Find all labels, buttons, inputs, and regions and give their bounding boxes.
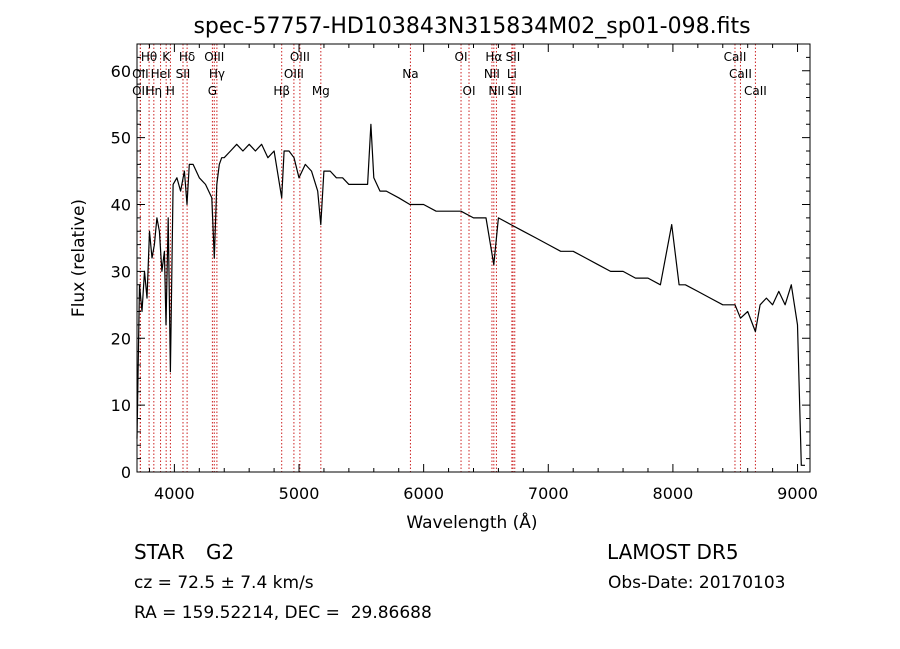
object-class: STAR xyxy=(134,540,185,564)
x-tick-label: 7000 xyxy=(528,484,569,503)
line-label: Hη xyxy=(146,84,163,98)
line-label: G xyxy=(208,84,217,98)
line-label: Hθ xyxy=(141,50,157,64)
line-label: Hδ xyxy=(179,50,195,64)
x-tick-label: 8000 xyxy=(653,484,694,503)
line-label: Mg xyxy=(312,84,330,98)
line-label: SII xyxy=(506,50,521,64)
line-label: SII xyxy=(176,67,191,81)
x-tick-label: 6000 xyxy=(403,484,444,503)
survey-name: LAMOST DR5 xyxy=(607,540,739,564)
line-label: Hγ xyxy=(209,67,225,81)
line-label: Li xyxy=(507,67,517,81)
line-label: K xyxy=(162,50,171,64)
redshift-cz: cz = 72.5 ± 7.4 km/s xyxy=(134,573,314,593)
spectrum-line-0 xyxy=(136,123,805,466)
line-label: H xyxy=(166,84,175,98)
y-axis-label: Flux (relative) xyxy=(69,199,89,317)
line-label: OII xyxy=(132,67,149,81)
line-label: CaII xyxy=(724,50,747,64)
y-tick-label: 0 xyxy=(121,463,131,482)
x-tick-label: 4000 xyxy=(154,484,195,503)
x-axis-ticks: 4000 5000 6000 7000 8000 9000 xyxy=(148,44,818,503)
y-axis-ticks: 0 10 20 30 40 50 60 xyxy=(111,56,810,482)
line-label: NII xyxy=(488,84,504,98)
line-label: Na xyxy=(402,67,418,81)
line-label: OIII xyxy=(204,50,224,64)
x-axis-label: Wavelength (Å) xyxy=(406,511,537,533)
plot-frame xyxy=(136,43,811,473)
x-tick-label: 9000 xyxy=(777,484,818,503)
y-tick-label: 40 xyxy=(111,196,131,215)
y-tick-label: 50 xyxy=(111,129,131,148)
chart-title: spec-57757-HD103843N315834M02_sp01-098.f… xyxy=(193,14,750,39)
line-label: Hα xyxy=(485,50,502,64)
spectrum-group xyxy=(136,123,805,466)
coordinates: RA = 159.52214, DEC = 29.86688 xyxy=(134,603,432,623)
line-label: HeI xyxy=(151,67,171,81)
observation-date: Obs-Date: 20170103 xyxy=(608,573,786,593)
y-tick-label: 60 xyxy=(111,62,131,81)
line-label: OI xyxy=(463,84,476,98)
line-label: CaII xyxy=(729,67,752,81)
line-label: CaII xyxy=(744,84,767,98)
y-tick-label: 10 xyxy=(111,396,131,415)
line-label: SII xyxy=(507,84,522,98)
line-label: OI xyxy=(455,50,468,64)
line-label: NII xyxy=(484,67,500,81)
line-label: OII xyxy=(132,84,149,98)
y-tick-label: 20 xyxy=(111,329,131,348)
y-tick-label: 30 xyxy=(111,262,131,281)
line-label: OIII xyxy=(290,50,310,64)
line-label: OIII xyxy=(284,67,304,81)
line-label: Hβ xyxy=(273,84,290,98)
object-subclass: G2 xyxy=(206,540,235,564)
x-tick-label: 5000 xyxy=(279,484,320,503)
line-markers xyxy=(139,44,756,472)
